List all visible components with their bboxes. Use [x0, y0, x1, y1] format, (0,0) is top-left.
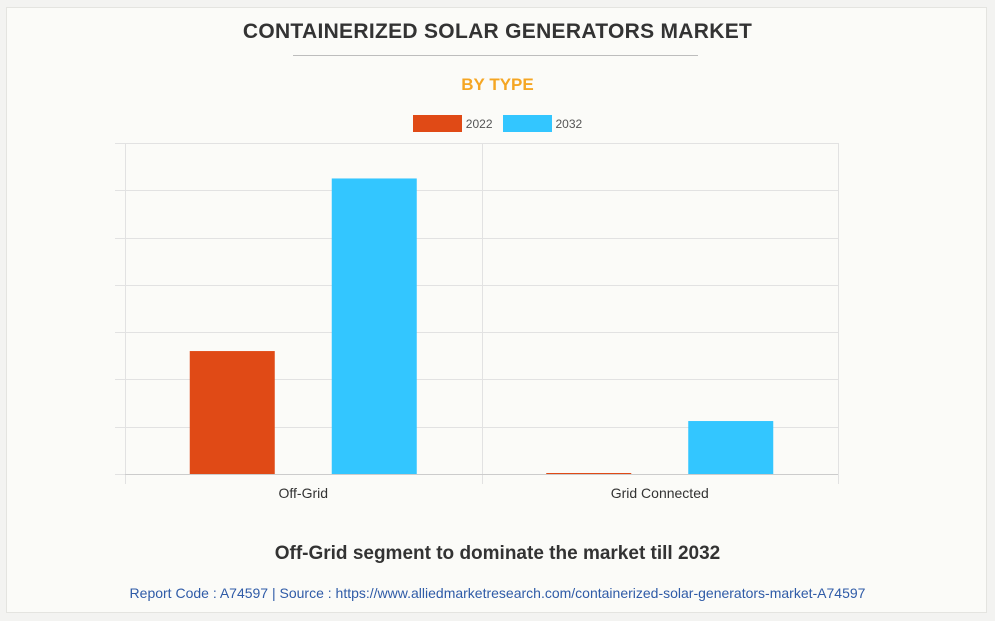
source-link[interactable]: Report Code : A74597 | Source : https://… [129, 585, 866, 601]
bar-2032-off-grid [331, 178, 417, 474]
chart-legend: 2022 2032 [0, 115, 995, 132]
bar-2022-grid-connected [546, 473, 632, 474]
legend-item-2032[interactable]: 2032 [502, 115, 583, 132]
legend-swatch-2032 [502, 115, 552, 132]
legend-label-2022: 2022 [465, 116, 493, 131]
chart-subtitle: BY TYPE [461, 75, 534, 94]
chart-card [6, 7, 987, 613]
legend-label-2032: 2032 [555, 116, 583, 131]
chart-title: CONTAINERIZED SOLAR GENERATORS MARKET [242, 20, 753, 43]
bar-2032-grid-connected [688, 421, 774, 474]
legend-item-2022[interactable]: 2022 [412, 115, 493, 132]
bar-2022-off-grid [189, 351, 275, 474]
chart-caption: Off-Grid segment to dominate the market … [274, 543, 721, 564]
x-tick-label: Off-Grid [278, 485, 328, 501]
legend-swatch-2022 [412, 115, 462, 132]
x-tick-label: Grid Connected [611, 485, 709, 501]
title-divider [293, 55, 698, 56]
